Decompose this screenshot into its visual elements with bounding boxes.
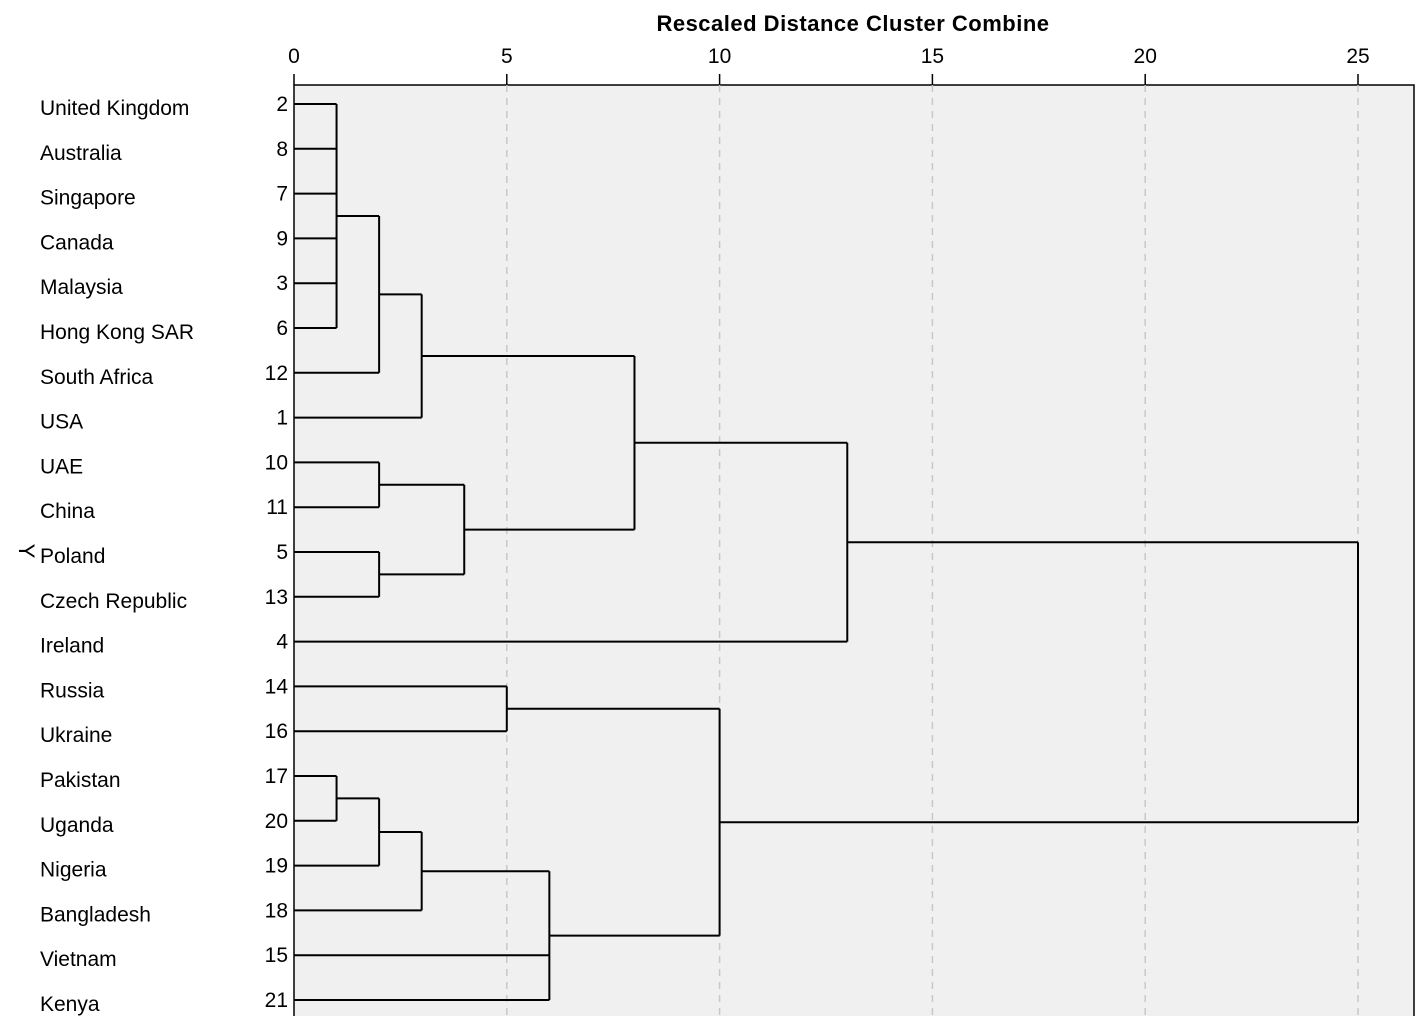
leaf-case-number: 7: [276, 183, 288, 206]
leaf-case-number: 6: [276, 317, 288, 340]
leaf-name: Nigeria: [40, 859, 107, 882]
leaf-name: Russia: [40, 679, 105, 702]
leaf-name: Australia: [40, 142, 122, 165]
x-tick-label-25: 25: [1346, 45, 1369, 68]
leaf-name: USA: [40, 411, 83, 434]
x-tick-label-0: 0: [288, 45, 300, 68]
leaf-case-number: 8: [276, 138, 288, 161]
leaf-labels: United Kingdom 2 Australia 8 Singapore 7 Canad…: [40, 93, 288, 1016]
leaf-name: South Africa: [40, 366, 154, 389]
leaf-name: China: [40, 500, 95, 523]
y-axis-label: Y: [14, 544, 39, 559]
leaf-case-number: 2: [276, 93, 288, 116]
leaf-name: Malaysia: [40, 276, 123, 299]
leaf-name: Uganda: [40, 814, 114, 837]
leaf-case-number: 18: [265, 899, 288, 922]
x-tick-label-20: 20: [1134, 45, 1157, 68]
leaf-name: Ukraine: [40, 724, 112, 747]
leaf-case-number: 3: [276, 272, 288, 295]
x-tick-label-5: 5: [501, 45, 513, 68]
leaf-name: United Kingdom: [40, 97, 189, 120]
leaf-case-number: 1: [276, 407, 288, 430]
leaf-case-number: 21: [265, 989, 288, 1012]
leaf-case-number: 17: [265, 765, 288, 788]
leaf-name: Hong Kong SAR: [40, 321, 194, 344]
leaf-case-number: 19: [265, 855, 288, 878]
leaf-name: Vietnam: [40, 948, 117, 971]
leaf-name: Bangladesh: [40, 903, 151, 926]
leaf-case-number: 5: [276, 541, 288, 564]
leaf-case-number: 20: [265, 810, 288, 833]
leaf-case-number: 10: [265, 451, 288, 474]
leaf-case-number: 9: [276, 227, 288, 250]
leaf-case-number: 15: [265, 944, 288, 967]
leaf-case-number: 12: [265, 362, 288, 385]
leaf-case-number: 16: [265, 720, 288, 743]
chart-title: Rescaled Distance Cluster Combine: [656, 11, 1049, 36]
leaf-name: Canada: [40, 231, 114, 254]
leaf-name: Kenya: [40, 993, 100, 1016]
leaf-name: Czech Republic: [40, 590, 187, 613]
leaf-case-number: 13: [265, 586, 288, 609]
x-tick-label-10: 10: [708, 45, 731, 68]
leaf-name: UAE: [40, 455, 83, 478]
dendrogram-lines: [294, 103, 1359, 1001]
leaf-name: Ireland: [40, 635, 104, 658]
leaf-name: Pakistan: [40, 769, 121, 792]
x-tick-label-15: 15: [921, 45, 944, 68]
leaf-case-number: 11: [266, 496, 288, 519]
leaf-name: Singapore: [40, 187, 136, 210]
x-axis-ticks: 0 5 10 15 20 25: [288, 45, 1370, 85]
plot-area: [293, 84, 1415, 1016]
leaf-case-number: 14: [265, 675, 289, 698]
leaf-case-number: 4: [276, 631, 288, 654]
leaf-name: Poland: [40, 545, 105, 568]
